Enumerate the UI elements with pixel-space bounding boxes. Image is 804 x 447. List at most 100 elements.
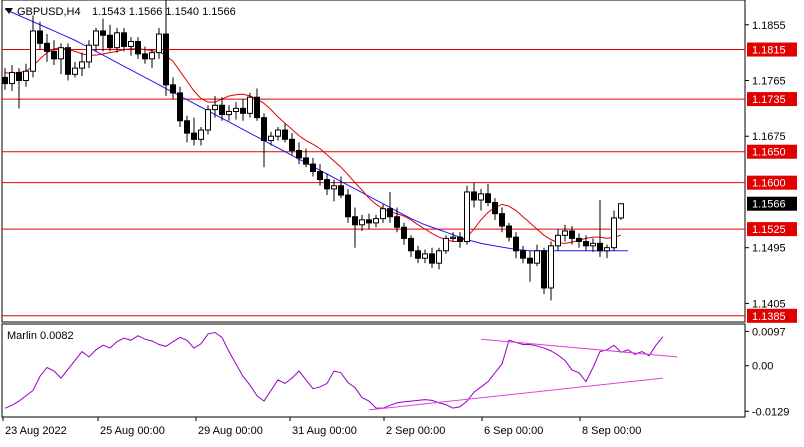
candle[interactable]	[170, 77, 176, 100]
candle[interactable]	[548, 241, 554, 301]
candle[interactable]	[373, 214, 379, 228]
candle[interactable]	[233, 102, 239, 120]
candle[interactable]	[317, 164, 323, 186]
candle[interactable]	[499, 207, 505, 233]
candle[interactable]	[310, 157, 316, 177]
candle[interactable]	[37, 21, 43, 50]
candle[interactable]	[177, 86, 183, 127]
candle[interactable]	[44, 34, 50, 62]
candle[interactable]	[240, 99, 246, 121]
candle-body-bull	[58, 47, 64, 60]
candle[interactable]	[562, 224, 568, 242]
candle[interactable]	[450, 232, 456, 242]
candle[interactable]	[352, 207, 358, 248]
candle[interactable]	[443, 235, 449, 254]
candle[interactable]	[618, 203, 624, 220]
candle[interactable]	[156, 27, 162, 59]
candle[interactable]	[289, 133, 295, 155]
candle[interactable]	[23, 63, 29, 87]
candle[interactable]	[51, 40, 57, 66]
candle[interactable]	[408, 235, 414, 257]
candle[interactable]	[359, 214, 365, 231]
candle[interactable]	[387, 191, 393, 223]
candle[interactable]	[247, 92, 253, 118]
candle[interactable]	[485, 183, 491, 207]
candle[interactable]	[394, 207, 400, 233]
candle[interactable]	[436, 247, 442, 270]
candle[interactable]	[366, 213, 372, 230]
candle[interactable]	[121, 27, 127, 52]
candle[interactable]	[464, 185, 470, 245]
candle[interactable]	[590, 238, 596, 253]
candle-body-bull	[233, 107, 239, 112]
candle[interactable]	[268, 131, 274, 146]
candle[interactable]	[569, 226, 575, 245]
oscillator-title: Marlin 0.0082	[7, 330, 74, 342]
candle[interactable]	[191, 117, 197, 146]
candle[interactable]	[345, 188, 351, 223]
candle[interactable]	[142, 46, 148, 64]
candle[interactable]	[2, 68, 8, 90]
candle[interactable]	[135, 37, 141, 59]
time-tick-label: 31 Aug 00:00	[292, 425, 357, 437]
candle[interactable]	[541, 247, 547, 295]
candle[interactable]	[492, 198, 498, 220]
candle[interactable]	[72, 61, 78, 78]
candle[interactable]	[226, 105, 232, 121]
candle[interactable]	[205, 105, 211, 135]
candle[interactable]	[534, 244, 540, 267]
candle[interactable]	[471, 182, 477, 208]
candle[interactable]	[457, 232, 463, 248]
candle[interactable]	[114, 27, 120, 53]
candle[interactable]	[86, 40, 92, 69]
candle[interactable]	[555, 229, 561, 251]
candle[interactable]	[93, 27, 99, 52]
candle[interactable]	[415, 245, 421, 264]
candle-body-bull	[72, 67, 78, 75]
candle[interactable]	[604, 244, 610, 259]
candle[interactable]	[282, 123, 288, 143]
candle[interactable]	[422, 249, 428, 264]
candle[interactable]	[275, 126, 281, 141]
candle[interactable]	[149, 49, 155, 69]
candle[interactable]	[296, 142, 302, 165]
moving-averages	[4, 8, 628, 252]
lower-trendline[interactable]	[368, 377, 664, 411]
candle[interactable]	[261, 113, 267, 168]
candle[interactable]	[429, 247, 435, 269]
candle[interactable]	[513, 232, 519, 259]
candle[interactable]	[583, 235, 589, 251]
candle[interactable]	[611, 210, 617, 251]
candle-body-bear	[324, 179, 330, 190]
candle[interactable]	[9, 65, 15, 92]
candle[interactable]	[219, 97, 225, 121]
candle[interactable]	[107, 24, 113, 52]
candle[interactable]	[331, 179, 337, 202]
candle[interactable]	[401, 222, 407, 245]
candle[interactable]	[338, 176, 344, 199]
candle[interactable]	[58, 43, 64, 75]
candle[interactable]	[184, 115, 190, 143]
candle[interactable]	[79, 52, 85, 77]
symbol-menu-triangle-icon[interactable]	[5, 8, 13, 14]
candle[interactable]	[30, 15, 36, 78]
candle[interactable]	[527, 250, 533, 282]
candle[interactable]	[198, 126, 204, 146]
candle[interactable]	[65, 43, 71, 81]
candle[interactable]	[478, 188, 484, 211]
candle[interactable]	[303, 148, 309, 168]
candle[interactable]	[163, 0, 169, 96]
candle[interactable]	[16, 68, 22, 109]
candle[interactable]	[520, 245, 526, 264]
candle[interactable]	[100, 18, 106, 52]
candle[interactable]	[380, 204, 386, 223]
candle[interactable]	[506, 222, 512, 242]
candle[interactable]	[128, 37, 134, 56]
candle[interactable]	[597, 200, 603, 257]
candle[interactable]	[212, 95, 218, 118]
candle[interactable]	[576, 233, 582, 248]
upper-trendline[interactable]	[480, 338, 678, 358]
candle[interactable]	[254, 88, 260, 121]
candle[interactable]	[324, 173, 330, 196]
